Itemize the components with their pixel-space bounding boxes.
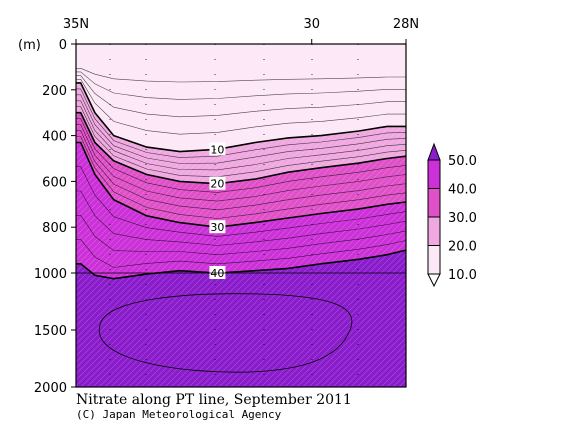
colorbar-cap-top: [427, 142, 441, 161]
contour-label-bg: [209, 176, 226, 190]
y-tick-label: 1000: [34, 267, 67, 282]
y-tick-label: 800: [42, 221, 67, 236]
isoline-minor: [76, 94, 407, 164]
plot-frame: [75, 43, 407, 388]
plot-border: [75, 43, 407, 388]
colorbar-segment: [427, 216, 441, 246]
contour-layer: 10 20 30 40: [76, 44, 407, 387]
x-tick-label: 28N: [393, 17, 419, 32]
contour-label-30: 30: [210, 221, 224, 234]
isoline-minor: [76, 239, 407, 268]
isoline-minor: [76, 100, 407, 171]
isoline-minor: [76, 75, 406, 118]
x-tick-label: 30: [303, 17, 320, 32]
contour-label-10: 10: [210, 143, 224, 156]
x-axis: 35N 30 28N: [63, 17, 419, 44]
contour-label-bg: [209, 142, 226, 156]
y-tick-label: 400: [42, 130, 67, 145]
y-tick-label: 0: [59, 38, 67, 53]
y-unit-label: (m): [18, 38, 41, 53]
y-tick-label: 200: [42, 84, 67, 99]
colorbar: 50.0 40.0 30.0 20.0 10.0: [427, 142, 477, 288]
colorbar-cap-bottom: [427, 273, 441, 288]
y-axis: 0 200 400 600 800 1000 1500 2000: [34, 38, 76, 396]
colorbar-label: 50.0: [448, 154, 477, 169]
y-tick-label: 600: [42, 175, 67, 190]
colorbar-label: 10.0: [448, 268, 477, 283]
isoline-minor: [76, 71, 406, 100]
y-tick-label: 2000: [34, 381, 67, 396]
isoline-minor: [76, 130, 407, 211]
colorbar-label: 30.0: [448, 211, 477, 226]
isoline-minor: [76, 88, 407, 158]
colorbar-segment: [427, 188, 441, 218]
credit-text: (C) Japan Meteorological Agency: [76, 408, 282, 421]
x-tick-label: 35N: [63, 17, 89, 32]
isoline-minor: [76, 68, 406, 83]
deep-closed-contour: [98, 293, 353, 373]
contour-label-bg: [209, 220, 226, 234]
contour-label-20: 20: [210, 178, 224, 191]
colorbar-segment: [427, 245, 441, 275]
contour-label-bg: [209, 266, 226, 279]
isoline-minor: [76, 79, 406, 135]
isoline-minor: [76, 136, 407, 219]
y-tick-label: 1500: [34, 324, 67, 339]
contour-label-40: 40: [210, 267, 224, 280]
isoline-minor: [76, 124, 407, 202]
colorbar-label: 40.0: [448, 183, 477, 198]
colorbar-label: 20.0: [448, 240, 477, 255]
isoline-minor: [76, 190, 407, 246]
isoline-minor: [76, 166, 407, 237]
colorbar-segment: [427, 159, 441, 189]
isoline-minor: [76, 215, 407, 256]
chart-title: Nitrate along PT line, September 2011: [76, 392, 352, 408]
isoline-minor: [76, 118, 407, 193]
